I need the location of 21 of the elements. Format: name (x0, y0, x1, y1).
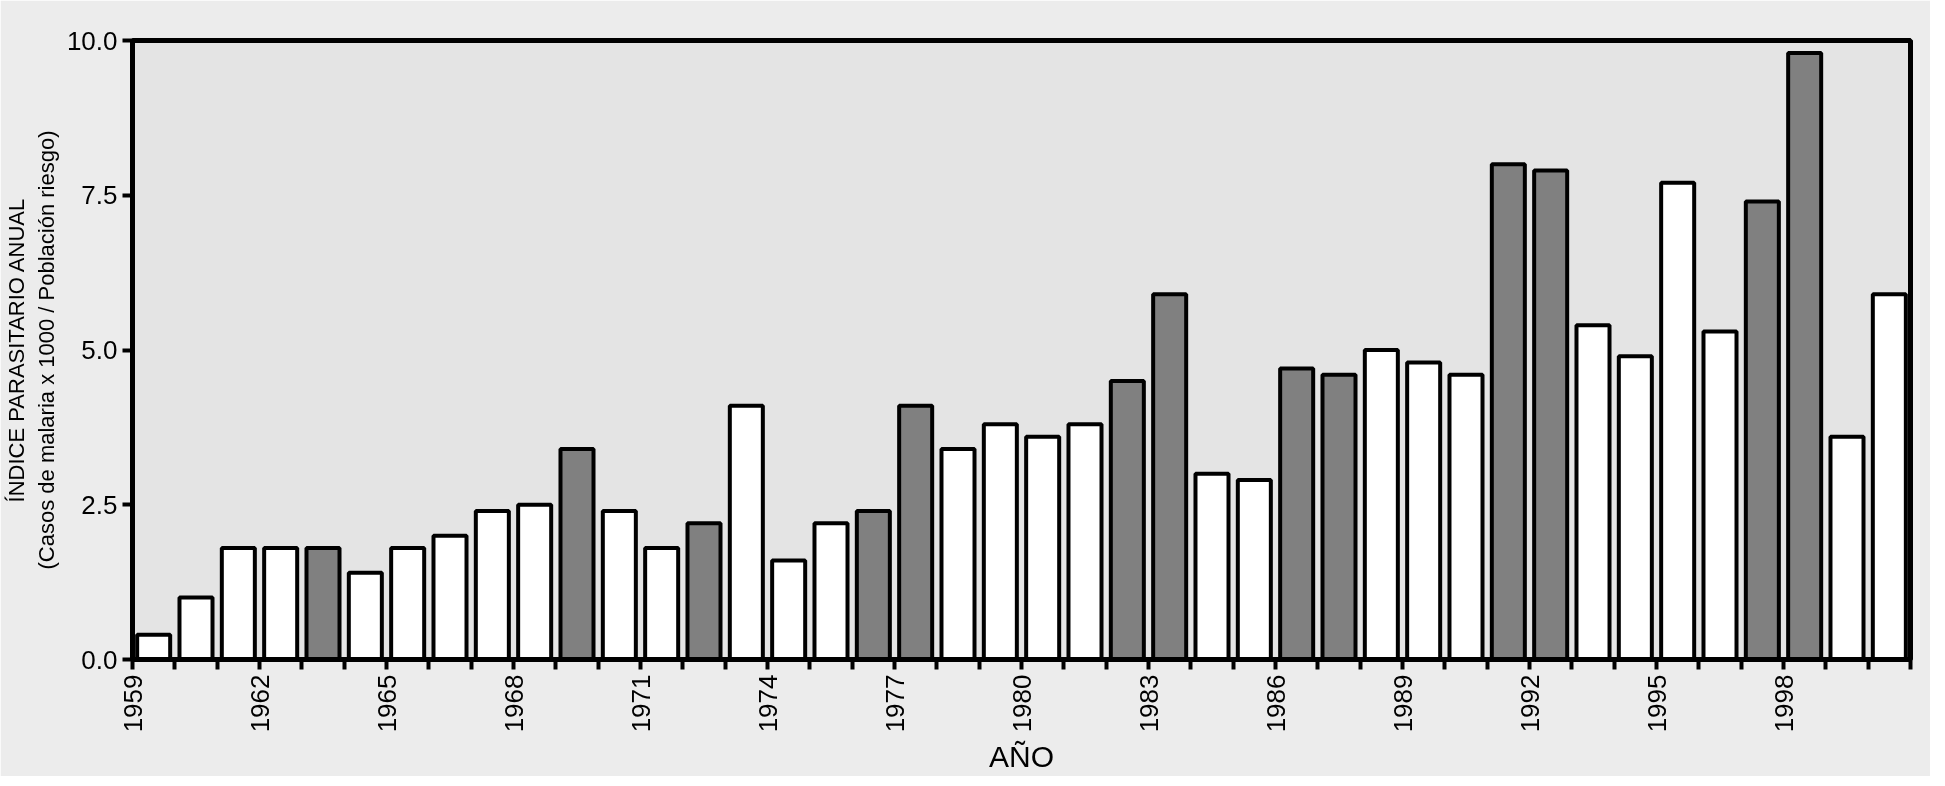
y-axis-title: ÍNDICE PARASITARIO ANUAL (Casos de malaria x 1000 / Población riesgo) (3, 130, 59, 570)
x-tick-label: 1986 (1260, 674, 1291, 733)
x-tick-label: 1980 (1006, 674, 1037, 733)
x-tick-label: 1974 (752, 674, 783, 733)
x-tick-label: 1977 (879, 674, 910, 733)
y-tick-label: 0.0 (81, 644, 118, 675)
y-tick-label: 2.5 (81, 489, 118, 520)
x-tick-label: 1959 (117, 674, 148, 733)
x-tick-label: 1989 (1387, 674, 1418, 733)
y-tick-label: 5.0 (81, 335, 118, 365)
x-axis-title: AÑO (989, 740, 1055, 774)
x-tick-label: 1998 (1768, 674, 1799, 733)
x-tick-label: 1965 (371, 674, 402, 733)
x-tick-label: 1971 (625, 674, 656, 733)
y-tick-label: 10.0 (66, 25, 118, 56)
y-tick-label: 7.5 (81, 180, 118, 211)
x-tick-label: 1983 (1133, 674, 1164, 733)
x-tick-label: 1995 (1641, 674, 1672, 733)
x-tick-label: 1968 (498, 674, 529, 733)
x-tick-label: 1992 (1514, 674, 1545, 733)
x-tick-label: 1962 (244, 674, 275, 733)
